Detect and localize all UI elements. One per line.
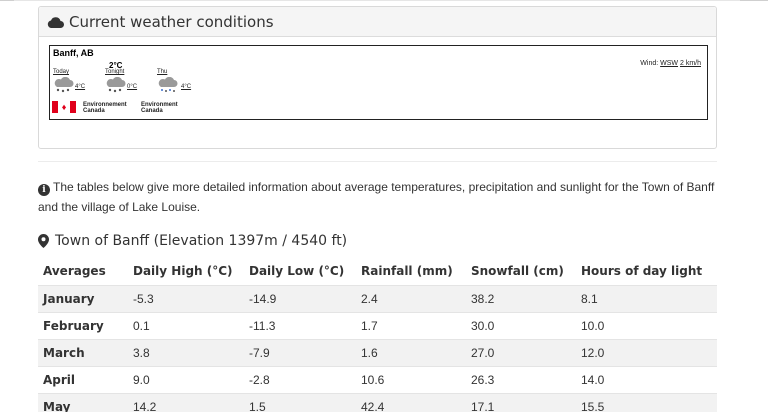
cloud-rain-icon: [106, 77, 126, 93]
cloud-icon: [47, 16, 64, 28]
snow-cell: 26.3: [471, 372, 495, 387]
rain-cell: 2.4: [361, 291, 378, 306]
section-divider: [38, 161, 717, 162]
snow-cell: 30.0: [471, 318, 495, 333]
header-daylight: Hours of day light: [581, 263, 703, 278]
low-cell: -14.9: [249, 291, 277, 306]
daylight-cell: 12.0: [581, 345, 605, 360]
header-daily-high: Daily High (°C): [133, 263, 233, 278]
header-averages: Averages: [43, 263, 106, 278]
environment-canada-label: Environment Canada: [141, 102, 178, 114]
high-cell: 0.1: [133, 318, 150, 333]
panel-title: Current weather conditions: [69, 12, 274, 31]
month-cell: March: [43, 345, 85, 360]
weather-widget[interactable]: Banff, AB 2°C Wind: WSW 2 km/h Today 4°C…: [49, 45, 708, 120]
month-cell: May: [43, 399, 71, 412]
table-row: February 0.1 -11.3 1.7 30.0 10.0: [38, 312, 717, 339]
header-snowfall: Snowfall (cm): [471, 263, 564, 278]
table-row: April 9.0 -2.8 10.6 26.3 14.0: [38, 366, 717, 393]
month-cell: February: [43, 318, 104, 333]
section-title: Town of Banff (Elevation 1397m / 4540 ft…: [38, 233, 347, 249]
low-cell: -11.3: [249, 318, 276, 333]
low-cell: -7.9: [249, 345, 270, 360]
panel-header: Current weather conditions: [39, 7, 716, 37]
header-rainfall: Rainfall (mm): [361, 263, 453, 278]
environnement-canada-label: Environnement Canada: [83, 102, 127, 114]
rain-cell: 42.4: [361, 399, 385, 412]
cloud-snow-icon: [158, 77, 178, 92]
map-pin-icon: [38, 234, 49, 248]
banff-climate-table: Averages Daily High (°C) Daily Low (°C) …: [38, 257, 717, 412]
daylight-cell: 14.0: [581, 372, 605, 387]
table-row: March 3.8 -7.9 1.6 27.0 12.0: [38, 339, 717, 366]
high-cell: 14.2: [133, 399, 157, 412]
city-name[interactable]: Banff, AB: [53, 48, 94, 58]
month-cell: January: [43, 291, 95, 306]
low-cell: -2.8: [249, 372, 270, 387]
snow-cell: 27.0: [471, 345, 495, 360]
table-row: January -5.3 -14.9 2.4 38.2 8.1: [38, 285, 717, 312]
top-border: [0, 0, 768, 1]
table-row: May 14.2 1.5 42.4 17.1 15.5: [38, 393, 717, 412]
snow-cell: 17.1: [471, 399, 495, 412]
canada-flag-icon: ♦: [52, 101, 76, 113]
intro-text: i The tables below give more detailed inf…: [38, 180, 715, 214]
rain-cell: 1.6: [361, 345, 378, 360]
daylight-cell: 10.0: [581, 318, 605, 333]
rain-cell: 10.6: [361, 372, 385, 387]
low-cell: 1.5: [249, 399, 266, 412]
info-icon: i: [38, 184, 50, 196]
high-cell: -5.3: [133, 291, 154, 306]
month-cell: April: [43, 372, 76, 387]
snow-cell: 38.2: [471, 291, 495, 306]
header-daily-low: Daily Low (°C): [249, 263, 345, 278]
rain-cell: 1.7: [361, 318, 378, 333]
daylight-cell: 15.5: [581, 399, 605, 412]
wind-readout: Wind: WSW 2 km/h: [640, 60, 701, 67]
table-header-row: Averages Daily High (°C) Daily Low (°C) …: [38, 257, 717, 285]
high-cell: 3.8: [133, 345, 150, 360]
current-temperature: 2°C: [109, 61, 123, 70]
cloud-rain-icon: [54, 77, 74, 93]
daylight-cell: 8.1: [581, 291, 598, 306]
weather-panel: Current weather conditions Banff, AB 2°C…: [38, 6, 717, 149]
high-cell: 9.0: [133, 372, 150, 387]
